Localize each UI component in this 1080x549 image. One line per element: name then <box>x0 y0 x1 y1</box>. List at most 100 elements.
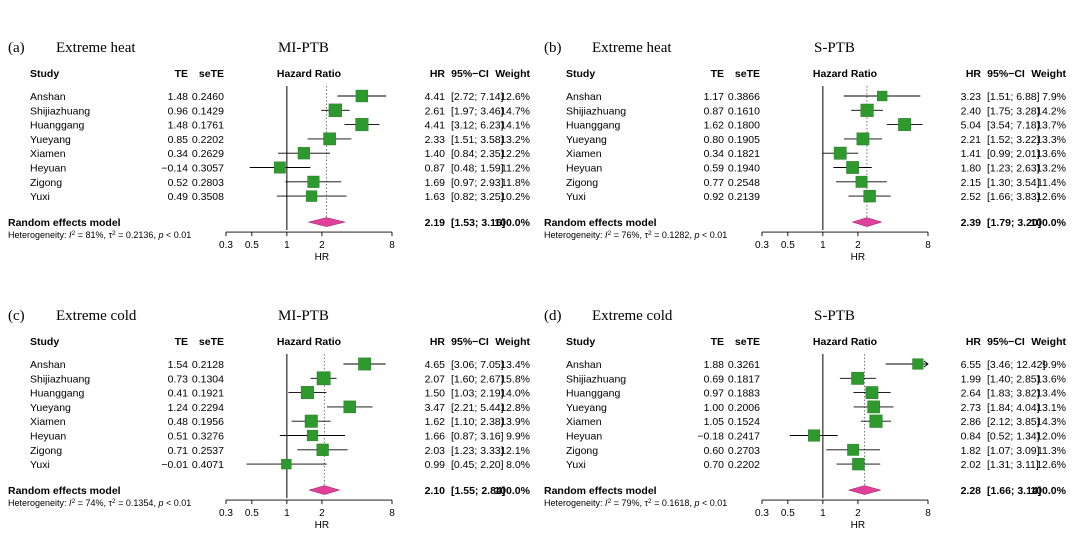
col-header-weight: Weight <box>495 68 530 80</box>
study-marker <box>305 190 318 202</box>
study-weight: 7.9% <box>1042 91 1066 103</box>
study-marker <box>865 386 879 399</box>
study-name: Zigong <box>30 177 62 189</box>
col-header-hr: HR <box>966 336 982 348</box>
pooled-hr: 2.10 <box>425 485 446 497</box>
study-ci: [1.60; 2.67] <box>451 373 504 385</box>
panel-title: Extreme heat <box>56 40 136 56</box>
study-sete: 0.1940 <box>728 163 760 175</box>
x-tick-label: 8 <box>389 240 395 251</box>
study-sete: 0.1524 <box>728 416 760 428</box>
study-hr: 2.15 <box>961 177 982 189</box>
study-hr: 4.41 <box>425 91 446 103</box>
study-hr: 0.84 <box>961 431 982 443</box>
study-te: 0.69 <box>704 373 725 385</box>
study-te: 0.34 <box>704 148 725 160</box>
study-weight: 12.8% <box>500 402 530 414</box>
x-axis-label: HR <box>315 252 329 263</box>
study-hr: 2.33 <box>425 134 446 146</box>
study-weight: 13.7% <box>1036 120 1066 132</box>
study-weight: 13.4% <box>500 359 530 371</box>
pooled-weight: 100.0% <box>1030 485 1066 497</box>
study-name: Anshan <box>30 359 66 371</box>
pooled-hr: 2.39 <box>961 217 982 229</box>
col-header-study: Study <box>30 68 59 80</box>
study-marker <box>304 414 318 428</box>
forest-panel-2: (b) Extreme heat S-PTB Study TE seTE Hazard Ra… <box>544 40 1067 263</box>
x-tick-label: 0.3 <box>219 240 233 251</box>
study-ci: [0.97; 2.93] <box>451 177 504 189</box>
study-marker <box>343 400 356 414</box>
col-header-te: TE <box>711 336 724 348</box>
study-weight: 13.1% <box>1036 402 1066 414</box>
pooled-diamond <box>851 217 883 227</box>
study-hr: 1.99 <box>961 373 982 385</box>
study-name: Heyuan <box>566 431 602 443</box>
study-marker <box>316 371 331 386</box>
x-tick-label: 2 <box>855 240 861 251</box>
study-te: 0.51 <box>168 431 189 443</box>
study-marker <box>856 132 870 146</box>
study-marker <box>300 386 314 400</box>
study-marker <box>860 103 874 117</box>
study-sete: 0.4071 <box>192 459 224 471</box>
study-hr: 1.40 <box>425 148 446 160</box>
study-te: 0.73 <box>168 373 189 385</box>
study-hr: 1.41 <box>961 148 982 160</box>
study-weight: 11.8% <box>501 177 530 189</box>
study-marker <box>328 103 343 117</box>
study-sete: 0.2202 <box>728 459 760 471</box>
study-name: Yuxi <box>30 191 50 203</box>
x-tick-label: 2 <box>319 240 325 251</box>
panel-letter: (b) <box>544 40 562 56</box>
study-ci: [0.99; 2.01] <box>987 148 1040 160</box>
study-marker <box>808 429 821 442</box>
study-weight: 12.6% <box>1036 459 1066 471</box>
study-sete: 0.1883 <box>728 388 760 400</box>
x-axis-label: HR <box>851 252 865 263</box>
study-name: Huanggang <box>30 120 84 132</box>
col-header-plot: Hazard Ratio <box>813 68 877 80</box>
study-ci: [3.12; 6.23] <box>451 120 504 132</box>
study-marker <box>912 358 924 370</box>
study-marker <box>869 414 883 428</box>
study-hr: 1.62 <box>425 416 446 428</box>
study-hr: 2.86 <box>961 416 982 428</box>
study-hr: 4.65 <box>425 359 446 371</box>
pooled-ci: [1.79; 3.20] <box>987 217 1041 229</box>
study-weight: 13.3% <box>1036 134 1066 146</box>
study-te: 0.77 <box>704 177 725 189</box>
study-ci: [2.72; 7.14] <box>451 91 504 103</box>
study-te: 0.59 <box>704 163 725 175</box>
x-tick-label: 0.5 <box>781 508 795 519</box>
study-name: Xiamen <box>566 416 602 428</box>
study-ci: [2.21; 5.44] <box>451 402 504 414</box>
x-tick-label: 2 <box>319 508 325 519</box>
study-ci: [0.84; 2.35] <box>451 148 504 160</box>
col-header-sete: seTE <box>199 68 224 80</box>
panel-outcome: S-PTB <box>814 40 855 56</box>
heterogeneity-text: Heterogeneity: I2 = 74%, τ2 = 0.1354, p … <box>8 498 191 509</box>
study-ci: [3.54; 7.18] <box>987 120 1040 132</box>
study-sete: 0.2139 <box>728 191 760 203</box>
study-marker <box>851 371 865 385</box>
study-marker <box>273 161 286 174</box>
study-hr: 1.69 <box>425 177 446 189</box>
study-te: −0.18 <box>697 431 724 443</box>
study-ci: [1.97; 3.46] <box>451 105 504 117</box>
study-ci: [1.40; 2.85] <box>987 373 1040 385</box>
study-name: Yuxi <box>566 459 586 471</box>
x-tick-label: 8 <box>925 240 931 251</box>
x-tick-label: 0.3 <box>755 240 769 251</box>
study-te: 1.54 <box>168 359 189 371</box>
study-sete: 0.2294 <box>192 402 224 414</box>
study-name: Anshan <box>566 91 602 103</box>
study-marker <box>852 457 865 471</box>
study-ci: [1.30; 3.54] <box>987 177 1040 189</box>
study-sete: 0.3508 <box>192 191 224 203</box>
study-marker <box>316 443 329 456</box>
study-marker <box>358 357 371 371</box>
study-name: Yueyang <box>30 134 71 146</box>
forest-panel-1: (a) Extreme heat MI-PTB Study TE seTE Hazard R… <box>8 40 531 263</box>
panel-letter: (a) <box>8 40 25 56</box>
